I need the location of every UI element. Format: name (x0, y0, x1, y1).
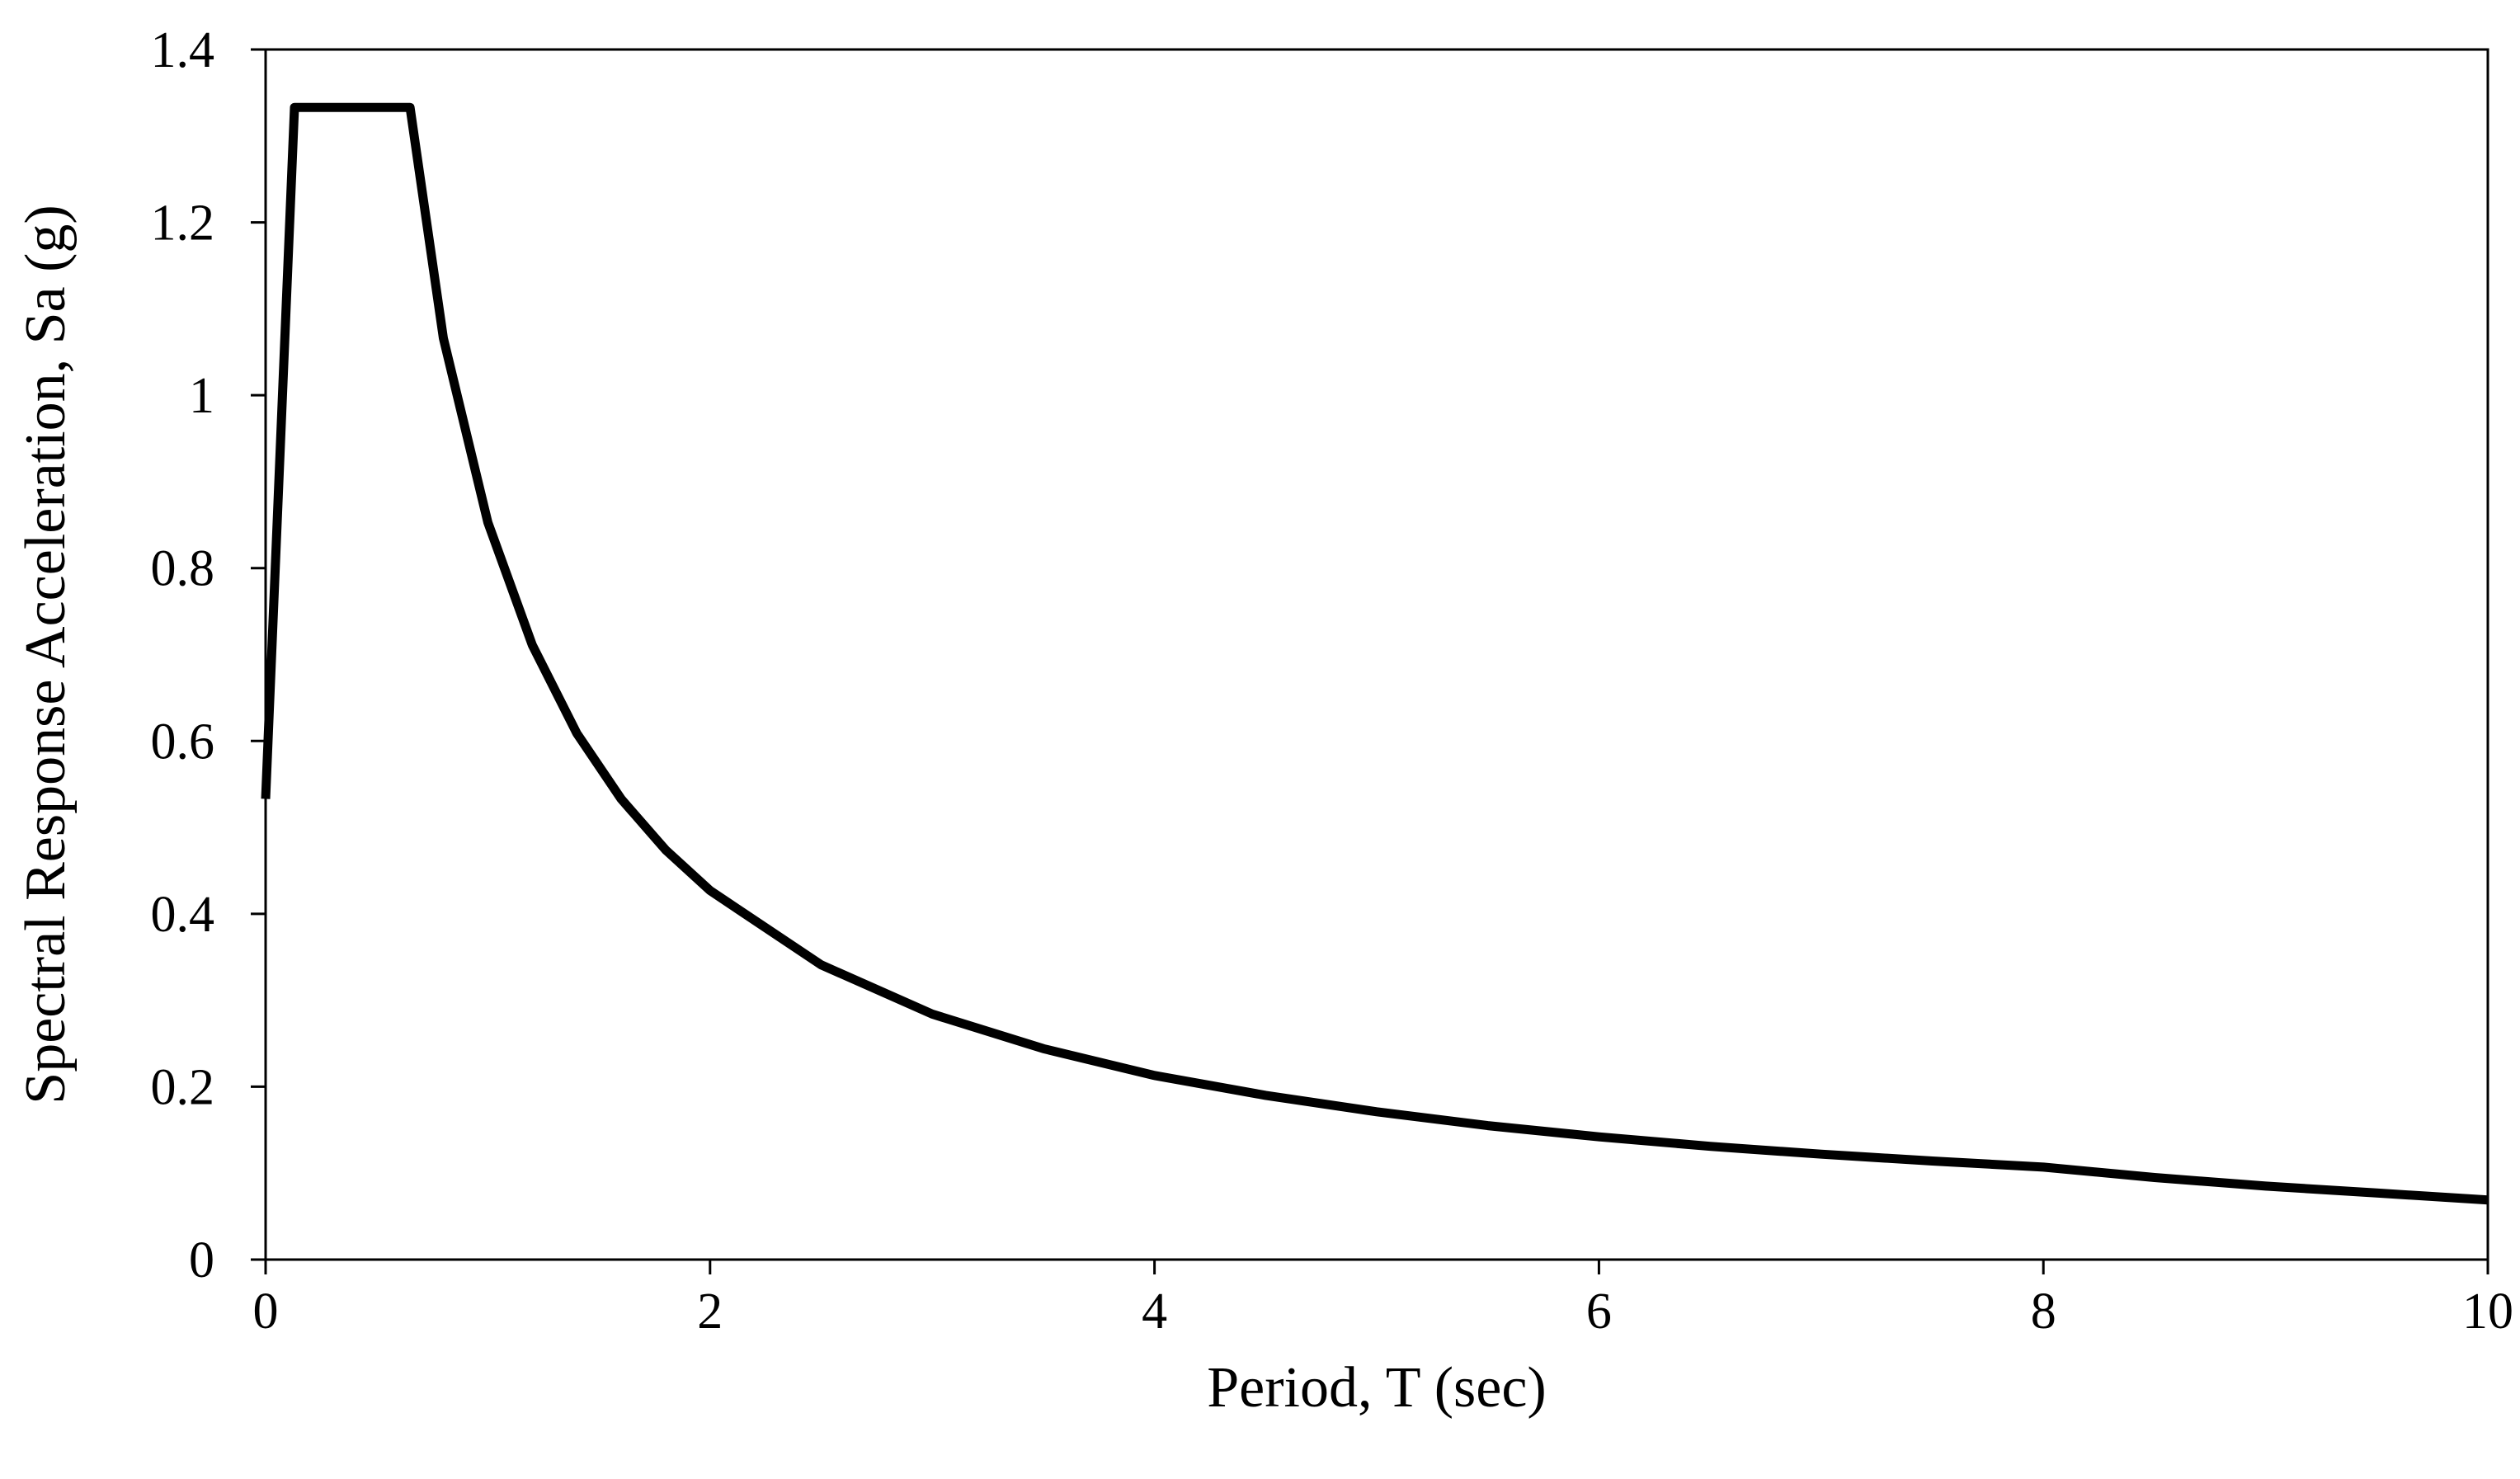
plot-frame-group (264, 48, 2489, 1261)
y-tick-label: 1.4 (151, 22, 215, 78)
y-tick-label: 1.2 (151, 195, 215, 252)
x-tick-label: 4 (1142, 1284, 1167, 1340)
y-axis-title: Spectral Response Acceleration, Sa (g) (14, 205, 78, 1104)
x-tick-label: 8 (2031, 1284, 2056, 1340)
y-tick-label: 0.4 (151, 887, 215, 943)
plot-area-border (264, 48, 2489, 1261)
y-tick-label: 1 (189, 368, 214, 424)
y-tick-label: 0 (189, 1232, 214, 1288)
x-tick-label: 6 (1586, 1284, 1612, 1340)
spectrum-curve (261, 102, 2489, 1205)
x-tick-label: 0 (253, 1284, 279, 1340)
y-tick-label: 0.8 (151, 541, 215, 597)
y-axis-ticks: 0 0.2 0.4 0.6 0.8 1 1.2 1.4 (151, 22, 266, 1288)
y-tick-label: 0.2 (151, 1059, 215, 1115)
y-tick-label: 0.6 (151, 714, 215, 770)
series-group (261, 102, 2489, 1205)
x-tick-label: 2 (697, 1284, 723, 1340)
x-tick-label: 10 (2462, 1284, 2513, 1340)
x-axis-ticks: 0 2 4 6 8 10 (253, 1260, 2513, 1340)
x-axis-title: Period, T (sec) (1207, 1356, 1547, 1420)
